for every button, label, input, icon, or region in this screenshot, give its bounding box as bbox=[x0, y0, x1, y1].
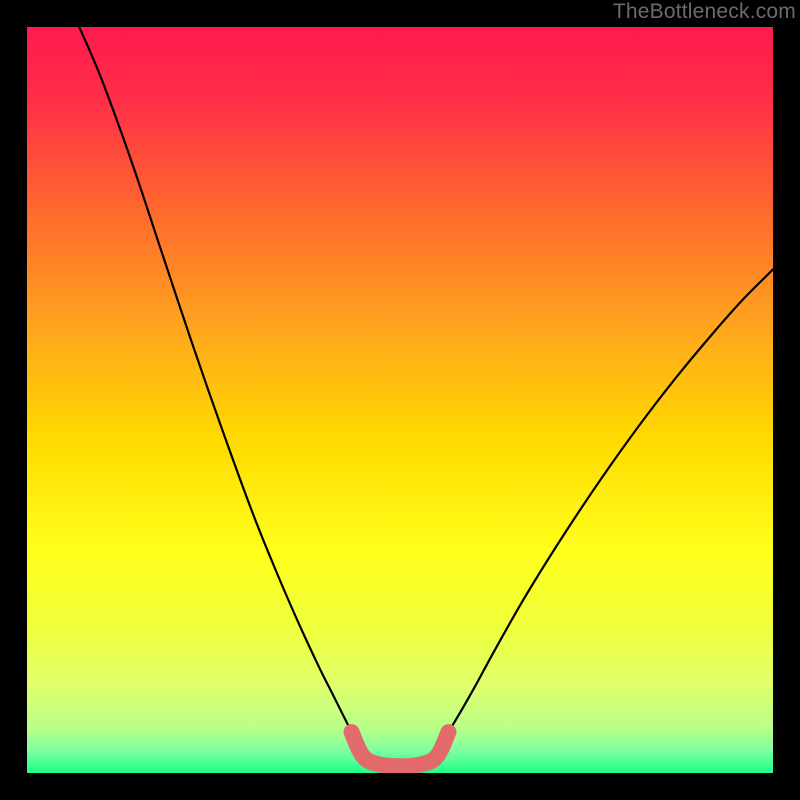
watermark-text: TheBottleneck.com bbox=[613, 0, 796, 24]
chart-container: TheBottleneck.com bbox=[0, 0, 800, 800]
bottleneck-plot bbox=[27, 27, 773, 773]
gradient-background bbox=[27, 27, 773, 773]
